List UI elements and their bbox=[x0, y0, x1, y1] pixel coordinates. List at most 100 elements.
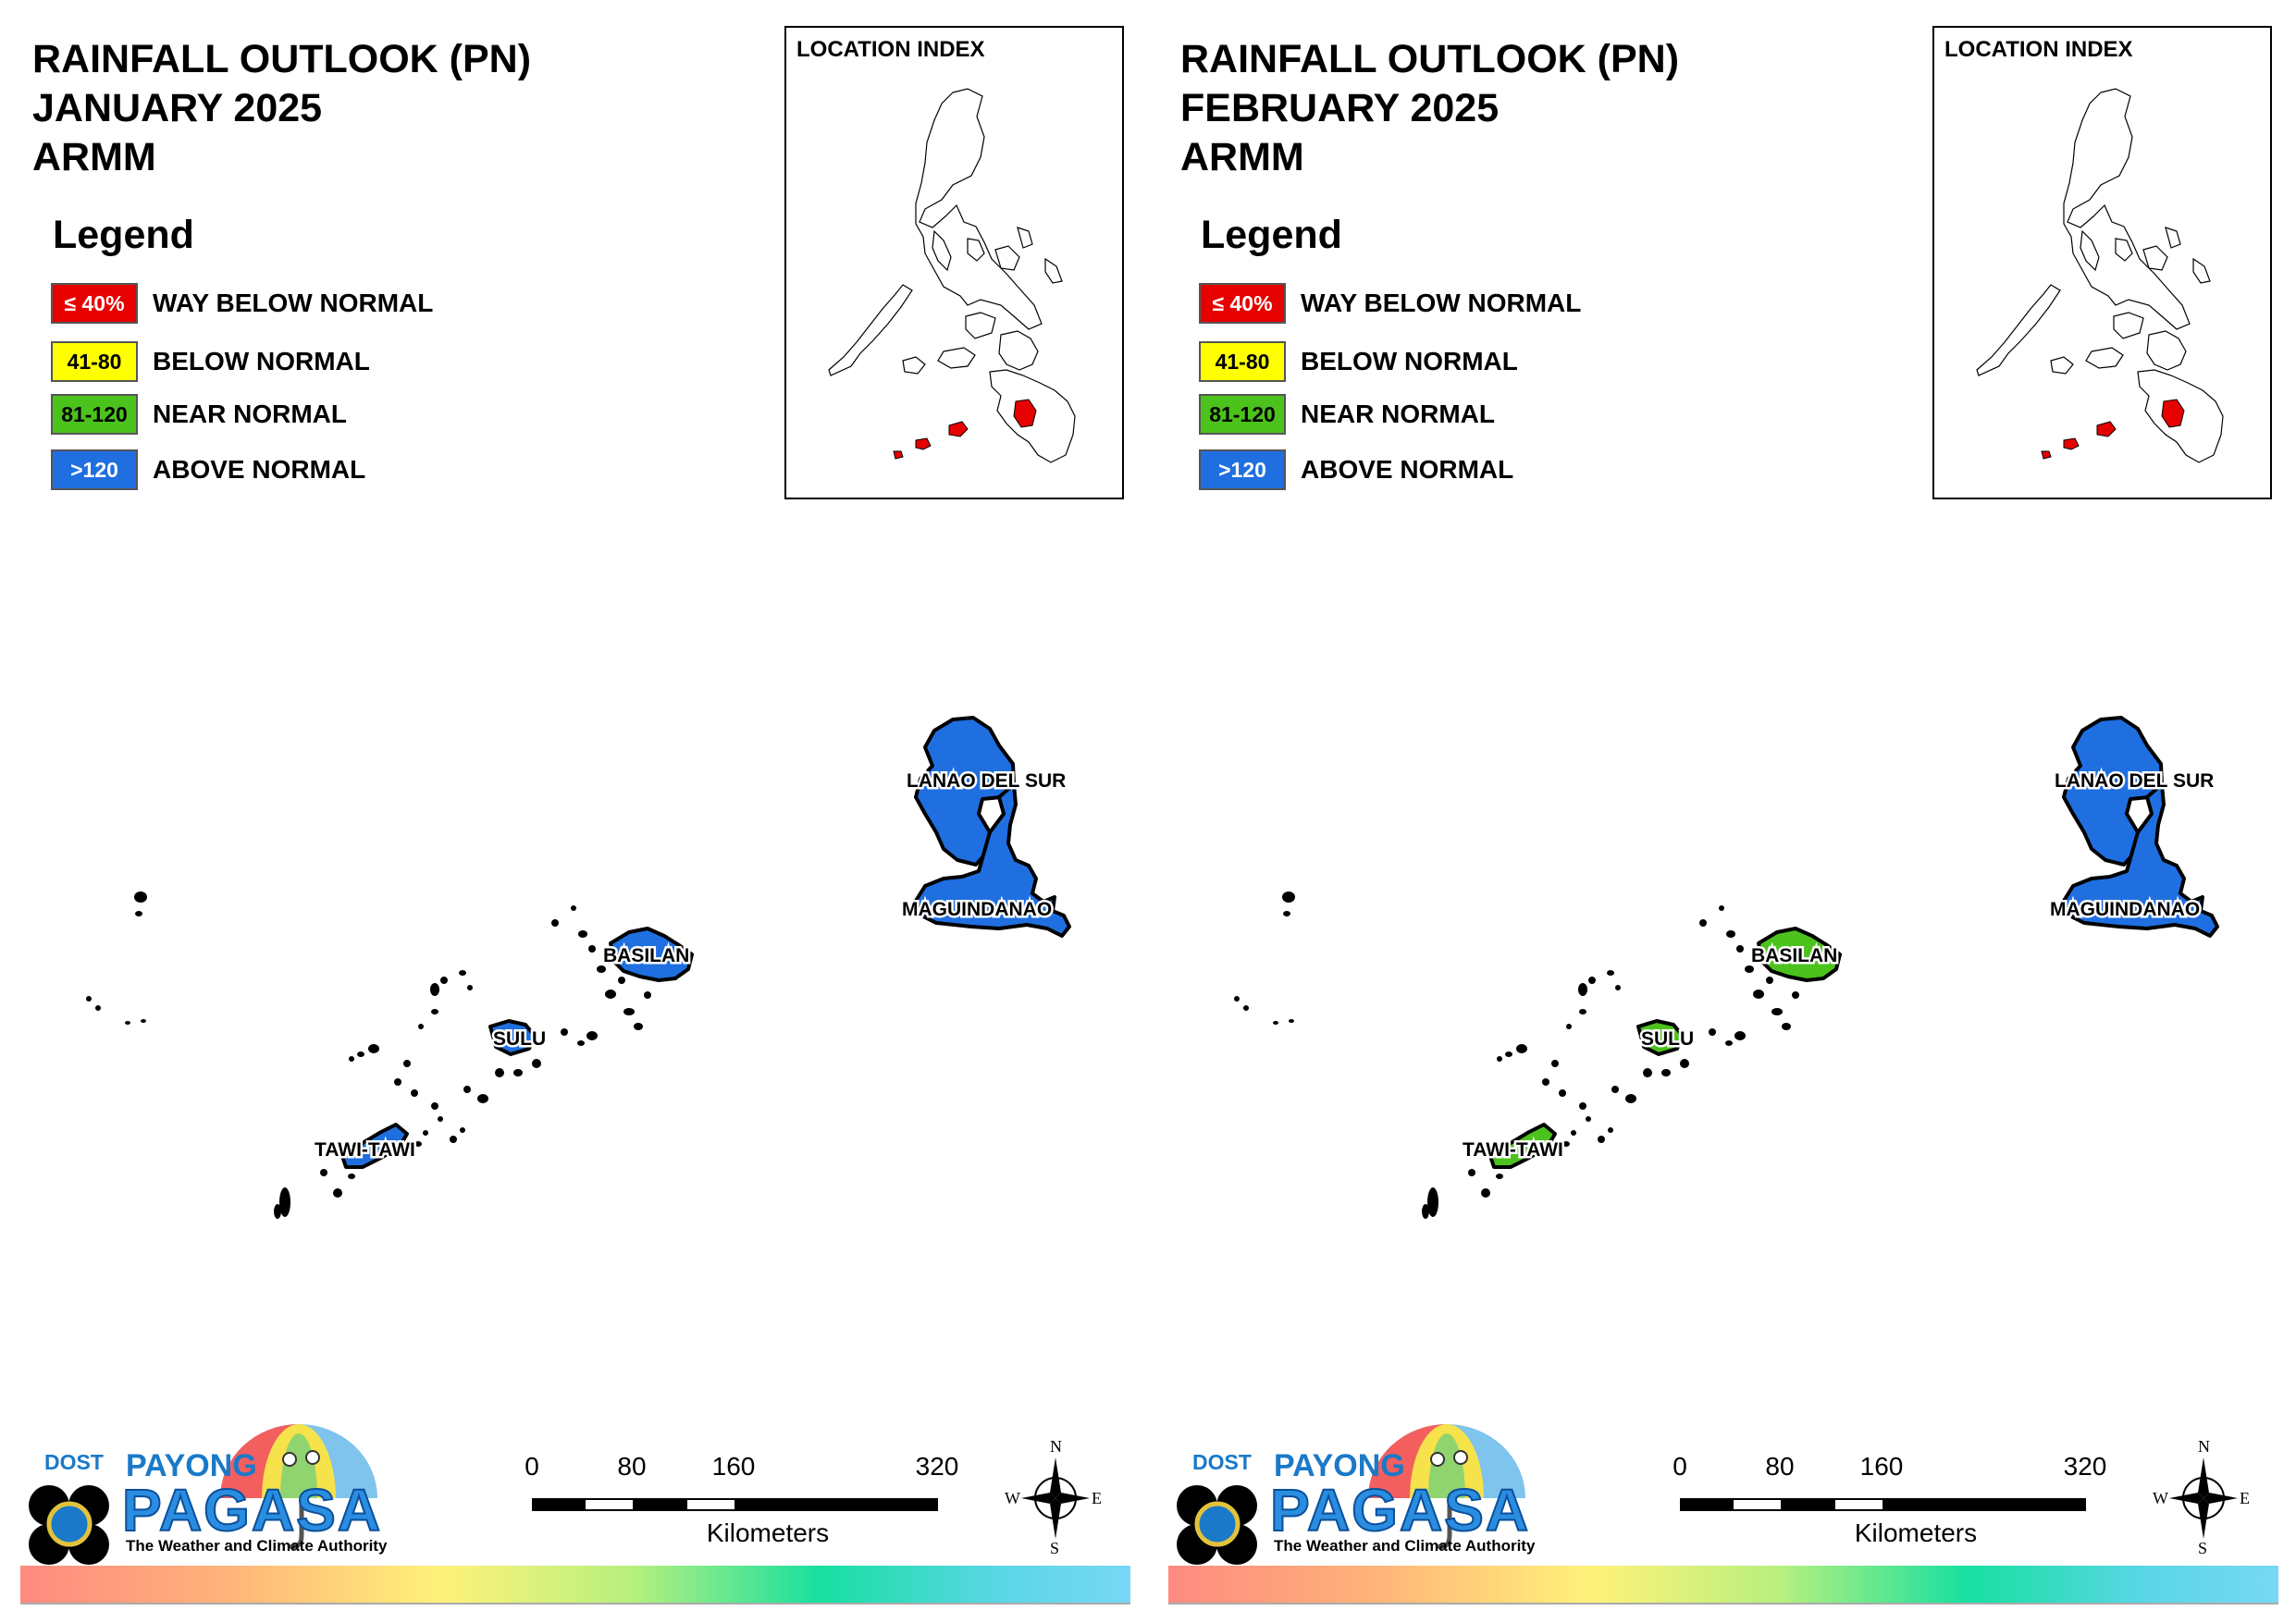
province-shape bbox=[488, 1019, 537, 1056]
province-label: BASILAN bbox=[603, 945, 689, 966]
small-island bbox=[1734, 1031, 1746, 1040]
small-island bbox=[1562, 1141, 1570, 1147]
small-island bbox=[577, 1040, 585, 1046]
locator-landmass bbox=[967, 238, 985, 262]
logo-dost-text: DOST bbox=[1192, 1450, 1252, 1474]
small-island bbox=[1726, 930, 1735, 938]
small-island bbox=[586, 1031, 598, 1040]
small-island bbox=[1282, 891, 1295, 903]
logo-pagasa-text: PAGASA bbox=[121, 1476, 383, 1544]
pagasa-seal-icon bbox=[1194, 1501, 1241, 1547]
small-island bbox=[1481, 1188, 1490, 1198]
pagasa-logo: DOST PAYONG PAGASA The Weather and Climate … bbox=[26, 1387, 396, 1568]
province-label: MAGUINDANAO bbox=[2050, 899, 2200, 920]
locator-landmass bbox=[932, 229, 952, 272]
legend-item: >120 ABOVE NORMAL bbox=[1199, 449, 1513, 491]
locator-landmass bbox=[2113, 312, 2144, 339]
small-island bbox=[394, 1078, 401, 1086]
scale-bar: 0 80 160 320 Kilometers bbox=[518, 1452, 999, 1554]
compass-rose-icon bbox=[1021, 1457, 1090, 1539]
scale-bar-segment bbox=[1884, 1498, 2086, 1511]
map-title: RAINFALL OUTLOOK (PN) FEBRUARY 2025 ARMM bbox=[1180, 35, 1679, 182]
small-island bbox=[135, 911, 142, 916]
compass-s: S bbox=[1050, 1539, 1060, 1557]
locator-armm-highlight bbox=[893, 450, 904, 460]
province-label: TAWI-TAWI bbox=[315, 1139, 415, 1161]
legend-title: Legend bbox=[53, 213, 194, 257]
small-island bbox=[1680, 1059, 1689, 1068]
locator-landmass bbox=[2146, 330, 2187, 371]
scale-tick-label: 0 bbox=[525, 1452, 539, 1481]
compass-n: N bbox=[1050, 1437, 1062, 1456]
small-island bbox=[1579, 1009, 1586, 1014]
small-island bbox=[1753, 990, 1764, 999]
legend-label: BELOW NORMAL bbox=[1301, 347, 1518, 375]
small-island bbox=[414, 1141, 422, 1147]
small-island bbox=[571, 905, 576, 911]
umbrella-eye-icon bbox=[1430, 1452, 1445, 1467]
small-island bbox=[348, 1174, 355, 1179]
small-island bbox=[1598, 1136, 1605, 1143]
small-island bbox=[320, 1169, 327, 1176]
umbrella-eye-icon bbox=[1453, 1450, 1468, 1465]
small-island bbox=[1578, 983, 1587, 996]
location-index-inset: LOCATION INDEX bbox=[784, 26, 1124, 499]
scale-bar-segment bbox=[1833, 1498, 1884, 1511]
locator-landmass bbox=[1017, 227, 1033, 249]
locator-landmass bbox=[965, 312, 996, 339]
locator-armm-highlight bbox=[915, 437, 932, 450]
legend-swatch: ≤ 40% bbox=[51, 283, 138, 324]
legend-title: Legend bbox=[1201, 213, 1342, 257]
compass-e: E bbox=[1092, 1489, 1102, 1507]
legend-swatch: 41-80 bbox=[51, 341, 138, 382]
scale-bar-segment bbox=[635, 1498, 685, 1511]
locator-landmass bbox=[2085, 347, 2124, 369]
scale-bar-segment bbox=[1732, 1498, 1783, 1511]
locator-landmass bbox=[2050, 356, 2074, 375]
small-island bbox=[1608, 1127, 1613, 1133]
logo-payong-text: PAYONG bbox=[1274, 1448, 1405, 1483]
logo-tagline: The Weather and Climate Authority bbox=[126, 1537, 388, 1555]
small-island bbox=[438, 1116, 443, 1122]
small-island bbox=[1551, 1060, 1559, 1067]
small-island bbox=[1516, 1044, 1527, 1053]
inset-title: LOCATION INDEX bbox=[1944, 37, 2133, 62]
scale-tick-label: 160 bbox=[1859, 1452, 1904, 1481]
small-island bbox=[561, 1028, 568, 1036]
small-island bbox=[1699, 919, 1707, 927]
locator-landmass bbox=[902, 356, 926, 375]
locator-armm-highlight bbox=[1013, 399, 1037, 428]
small-island bbox=[1615, 985, 1621, 990]
small-island bbox=[1771, 1008, 1783, 1015]
small-island bbox=[463, 1086, 471, 1093]
small-island bbox=[1283, 911, 1290, 916]
small-island bbox=[597, 965, 606, 973]
small-island bbox=[1625, 1094, 1636, 1103]
small-island bbox=[644, 991, 651, 999]
scale-bar-segment bbox=[685, 1498, 736, 1511]
small-island bbox=[368, 1044, 379, 1053]
small-island bbox=[95, 1005, 101, 1011]
scale-tick-label: 320 bbox=[2063, 1452, 2107, 1481]
province-shape bbox=[2062, 782, 2219, 938]
map-title-line: ARMM bbox=[32, 135, 156, 179]
armm-province-map: LANAO DEL SUR MAGUINDANAO BASILAN SULU TAWI-… bbox=[1234, 716, 2219, 1219]
umbrella-icon bbox=[29, 1424, 377, 1565]
scale-bar-segment bbox=[1783, 1498, 1833, 1511]
small-island bbox=[1607, 970, 1614, 976]
small-island bbox=[618, 977, 625, 984]
small-island bbox=[431, 1102, 438, 1110]
small-island bbox=[1611, 1086, 1619, 1093]
small-island bbox=[1579, 1102, 1586, 1110]
small-island bbox=[418, 1024, 424, 1029]
legend-label: NEAR NORMAL bbox=[1301, 400, 1495, 428]
small-island bbox=[1427, 1187, 1438, 1217]
map-title-line: FEBRUARY 2025 bbox=[1180, 86, 1500, 130]
province-label: LANAO DEL SUR bbox=[907, 770, 1066, 792]
small-island bbox=[1496, 1174, 1503, 1179]
locator-armm-highlight bbox=[2041, 450, 2052, 460]
compass-e: E bbox=[2240, 1489, 2250, 1507]
scale-bar-segment bbox=[584, 1498, 635, 1511]
umbrella-icon bbox=[1177, 1424, 1525, 1565]
legend-label: ABOVE NORMAL bbox=[153, 455, 366, 484]
